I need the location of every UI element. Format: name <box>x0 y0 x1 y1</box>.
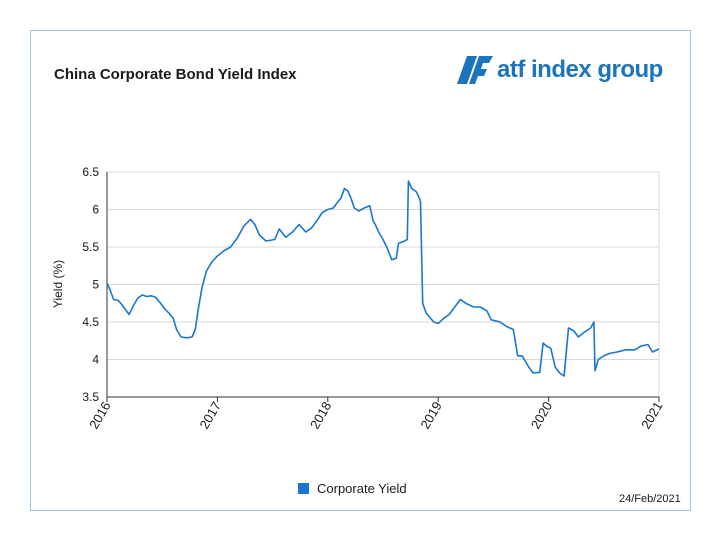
series-lines <box>106 180 660 377</box>
y-tick-label: 5.5 <box>82 240 99 254</box>
chart-title: China Corporate Bond Yield Index <box>54 66 297 83</box>
x-tick-label: 2018 <box>307 399 334 432</box>
logo-text: atf index group <box>497 56 663 83</box>
report-date: 24/Feb/2021 <box>619 493 681 505</box>
legend-label: Corporate Yield <box>317 481 407 496</box>
atf-logo-icon <box>457 56 493 84</box>
x-tick-label: 2017 <box>197 399 224 432</box>
y-tick-label: 4 <box>92 353 99 367</box>
atf-logo: atf index group <box>455 54 665 86</box>
grid <box>107 171 660 397</box>
legend-swatch <box>298 483 309 494</box>
y-tick-label: 3.5 <box>82 390 99 404</box>
legend: Corporate Yield <box>298 481 407 496</box>
x-tick-labels: 2016 2017 2018 2019 2020 2021 <box>86 399 665 432</box>
x-tick-label: 2019 <box>417 399 444 432</box>
y-tick-label: 6.5 <box>82 165 99 179</box>
x-tick-label: 2021 <box>638 399 665 432</box>
y-tick-label: 4.5 <box>82 315 99 329</box>
y-tick-labels: 3.5 4 4.5 5 5.5 6 6.5 <box>82 165 99 404</box>
y-tick-label: 5 <box>92 278 99 292</box>
chart-frame <box>30 30 691 511</box>
y-tick-label: 6 <box>92 203 99 217</box>
y-axis-label: Yield (%) <box>51 260 65 308</box>
axes <box>106 172 660 402</box>
series-line-corporate-yield <box>106 180 660 377</box>
x-tick-label: 2020 <box>528 399 555 432</box>
